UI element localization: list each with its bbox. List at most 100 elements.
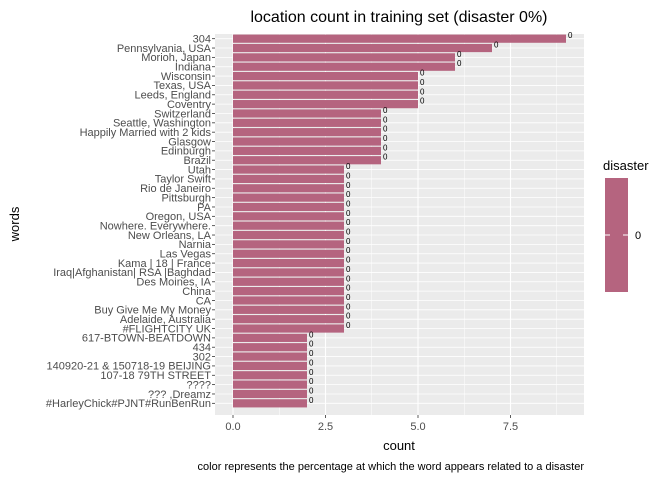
y-tick-label: Coventry: [167, 99, 212, 111]
y-tick-label: Texas, USA: [154, 80, 212, 92]
bar: [233, 352, 307, 361]
y-tick-label: 304: [193, 33, 211, 45]
y-tick-label: Pittsburgh: [161, 192, 211, 204]
y-tick-label: Oregon, USA: [146, 211, 212, 223]
bar: [233, 361, 307, 371]
y-tick-label: #HarleyChick#PJNT#RunBenRun: [46, 398, 211, 410]
bar: [233, 221, 344, 230]
y-tick-label: Edinburgh: [161, 146, 211, 158]
y-tick-label: PA: [197, 202, 212, 214]
data-label: 0: [383, 143, 388, 152]
bar: [233, 174, 344, 184]
data-label: 0: [420, 97, 425, 106]
legend-title: disaster: [603, 158, 649, 173]
data-label: 0: [383, 125, 388, 134]
bar: [233, 109, 381, 118]
bar: [233, 389, 307, 399]
data-label: 0: [346, 256, 351, 265]
data-label: 0: [346, 228, 351, 237]
bar: [233, 371, 307, 380]
y-tick-label: 140920-21 & 150718-19 BEIJING: [46, 361, 211, 373]
bar: [233, 137, 381, 146]
y-tick-label: Buy Give Me My Money: [94, 305, 211, 317]
bar: [233, 343, 307, 352]
data-label: 0: [420, 69, 425, 78]
y-tick-label: Taylor Swift: [155, 174, 211, 186]
data-label: 0: [346, 312, 351, 321]
x-tick-label: 7.5: [503, 421, 518, 433]
y-tick-label: Rio de Janeiro: [140, 183, 211, 195]
data-label: 0: [346, 218, 351, 227]
bar: [233, 296, 344, 305]
bar: [233, 34, 566, 43]
y-tick-label: #FLIGHTCITY UK: [123, 323, 212, 335]
y-tick-label: Utah: [188, 164, 211, 176]
x-tick-label: 2.5: [318, 421, 333, 433]
legend: disaster 0: [603, 158, 649, 292]
y-tick-label: Leeds, England: [135, 90, 211, 102]
data-label: 0: [309, 349, 314, 358]
data-label: 0: [420, 87, 425, 96]
bar: [233, 324, 344, 333]
legend-colorbar: [605, 178, 628, 292]
y-tick-label: Brazil: [183, 155, 211, 167]
bar: [233, 399, 307, 408]
bar: [233, 258, 344, 268]
y-tick-label: Happily Married with 2 kids: [80, 127, 212, 139]
bar: [233, 184, 344, 193]
data-label: 0: [383, 134, 388, 143]
y-tick-label: Des Moines, IA: [136, 277, 211, 289]
bar: [233, 315, 344, 324]
bar: [233, 240, 344, 249]
data-label: 0: [346, 181, 351, 190]
y-tick-label: Seattle, Washington: [113, 118, 211, 130]
data-label: 0: [383, 115, 388, 124]
bar: [233, 62, 455, 71]
bars: [233, 34, 566, 408]
y-tick-label: Wisconsin: [161, 71, 211, 83]
bar: [233, 249, 344, 258]
data-label: 0: [309, 358, 314, 367]
y-tick-label: Narnia: [179, 239, 212, 251]
bar: [233, 128, 381, 137]
bar: [233, 100, 418, 109]
data-label: 0: [346, 199, 351, 208]
y-tick-label: Indiana: [175, 62, 212, 74]
data-label: 0: [494, 41, 499, 50]
data-label: 0: [346, 190, 351, 199]
y-tick-label: 107-18 79TH STREET: [100, 370, 211, 382]
data-label: 0: [309, 368, 314, 377]
y-tick-label: Nowhere. Everywhere.: [100, 220, 211, 232]
y-tick-label: Pennsylvania, USA: [117, 43, 212, 55]
y-tick-label: Kama | 18 | France: [118, 258, 211, 270]
chart-title: location count in training set (disaster…: [250, 9, 547, 26]
data-label: 0: [346, 162, 351, 171]
data-label: 0: [309, 330, 314, 339]
bar: [233, 287, 344, 296]
x-tick-labels: 0.0 2.5 5.0 7.5: [225, 415, 518, 433]
y-tick-label: Iraq|Afghanistan| RSA |Baghdad: [53, 267, 211, 279]
y-tick-label: 434: [193, 342, 211, 354]
data-label: 0: [309, 340, 314, 349]
x-tick-label: 5.0: [410, 421, 425, 433]
data-label: 0: [309, 377, 314, 386]
bar: [233, 193, 344, 202]
y-tick-label: Glasgow: [168, 136, 211, 148]
y-tick-label: New Orleans, LA: [128, 230, 212, 242]
y-tick-label: China: [182, 286, 212, 298]
bar: [233, 43, 492, 53]
bar: [233, 333, 307, 342]
bar: [233, 380, 307, 389]
y-axis-title: words: [7, 206, 22, 242]
bar: [233, 90, 418, 99]
data-label: 0: [346, 171, 351, 180]
chart-caption: color represents the percentage at which…: [198, 461, 585, 473]
x-tick-label: 0.0: [225, 421, 240, 433]
bar: [233, 156, 381, 165]
data-label: 0: [457, 59, 462, 68]
bar: [233, 268, 344, 277]
bar: [233, 146, 381, 155]
data-label: 0: [346, 265, 351, 274]
